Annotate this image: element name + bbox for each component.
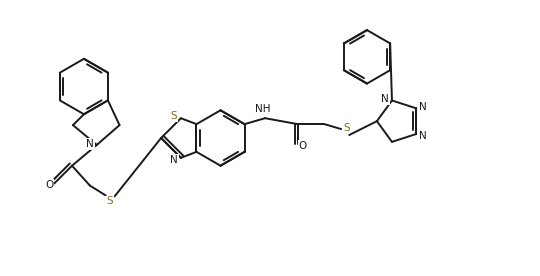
Text: NH: NH (255, 104, 271, 114)
Text: S: S (106, 196, 113, 206)
Text: N: N (420, 102, 427, 112)
Text: S: S (171, 111, 177, 121)
Text: N: N (170, 155, 178, 165)
Text: S: S (343, 123, 349, 133)
Text: N: N (86, 139, 94, 149)
Text: O: O (299, 141, 307, 151)
Text: N: N (420, 131, 427, 141)
Text: O: O (45, 179, 53, 190)
Text: N: N (381, 94, 389, 105)
